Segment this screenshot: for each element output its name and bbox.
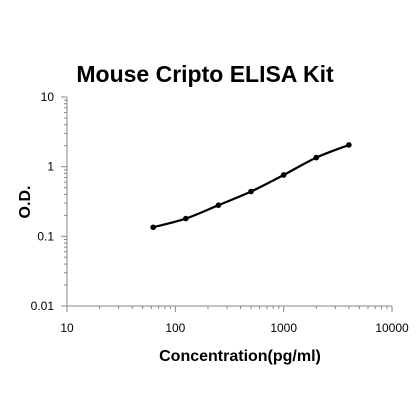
series-line xyxy=(152,143,350,229)
plot-area xyxy=(150,142,352,231)
y-tick-label: 0.1 xyxy=(37,229,54,243)
data-point xyxy=(248,188,254,195)
y-tick-label: 1 xyxy=(47,160,54,174)
data-point xyxy=(313,154,320,161)
tick-labels: 0.01 0.1 1 10 10 100 1000 10000 xyxy=(31,90,409,335)
data-point xyxy=(150,224,157,231)
data-point xyxy=(183,215,189,222)
x-tick-label: 10000 xyxy=(375,321,409,335)
y-axis-label: O.D. xyxy=(17,186,34,219)
data-point xyxy=(280,172,287,178)
x-axis-label: Concentration(pg/ml) xyxy=(159,348,321,365)
x-tick-label: 100 xyxy=(165,321,185,335)
axes xyxy=(61,96,393,312)
data-point xyxy=(215,202,222,208)
y-tick-label: 0.01 xyxy=(31,299,55,313)
x-tick-label: 1000 xyxy=(270,321,297,335)
data-point xyxy=(346,142,352,148)
x-tick-label: 10 xyxy=(60,321,74,335)
chart-title: Mouse Cripto ELISA Kit xyxy=(76,61,334,87)
y-tick-label: 10 xyxy=(41,90,55,104)
